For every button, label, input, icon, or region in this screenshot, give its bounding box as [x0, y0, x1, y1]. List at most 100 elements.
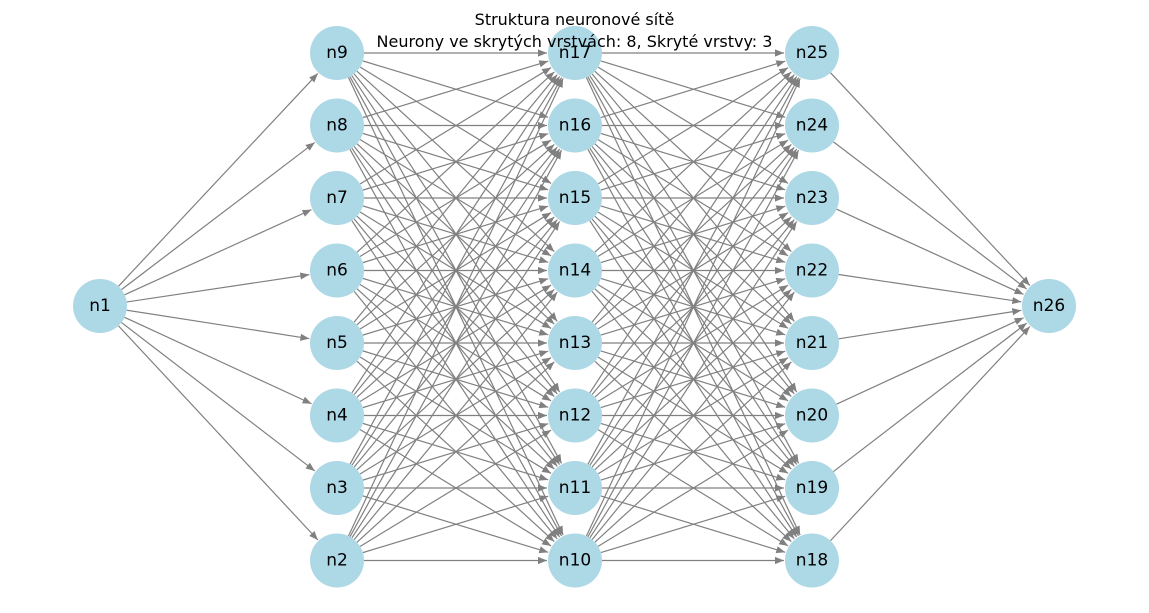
- node-n11: n11: [548, 461, 602, 515]
- node-circle: [548, 461, 602, 515]
- node-n25: n25: [785, 26, 839, 80]
- edge-n21-n26: [838, 308, 1022, 340]
- edge-n12-n25: [589, 76, 798, 394]
- node-circle: [785, 316, 839, 370]
- node-circle: [548, 533, 602, 588]
- node-n13: n13: [548, 316, 602, 370]
- node-circle: [785, 26, 839, 80]
- node-n6: n6: [310, 243, 364, 298]
- node-label: n13: [559, 333, 591, 353]
- node-label: n3: [326, 478, 348, 498]
- node-circle: [310, 461, 364, 515]
- edge-n10-n25: [585, 78, 801, 537]
- edge-n6-n17: [356, 71, 555, 253]
- edge-n24-n26: [833, 141, 1028, 290]
- node-circle: [785, 243, 839, 298]
- node-label: n4: [326, 406, 348, 426]
- node-label: n2: [326, 551, 348, 571]
- edge-n13-n25: [591, 74, 795, 323]
- nodes-group: n1 n9 n8 n7 n6 n5 n4 n3 n2 n17 n16 n15 n14 n13 n12 n11 n…: [73, 26, 1076, 588]
- node-circle: [548, 243, 602, 298]
- node-n23: n23: [785, 171, 839, 225]
- node-circle: [785, 461, 839, 515]
- node-circle: [548, 388, 602, 443]
- node-n18: n18: [785, 533, 839, 588]
- edge-n2-n15: [351, 221, 561, 539]
- edge-n1-n3: [121, 321, 316, 472]
- node-n20: n20: [785, 388, 839, 443]
- node-n24: n24: [785, 98, 839, 153]
- edge-n14-n25: [594, 71, 792, 253]
- node-label: n10: [559, 551, 591, 571]
- edge-n1-n8: [121, 141, 316, 291]
- node-n12: n12: [548, 388, 602, 443]
- node-n9: n9: [310, 26, 364, 80]
- node-label: n5: [326, 333, 348, 353]
- edge-n23-n26: [836, 208, 1024, 295]
- node-label: n17: [559, 43, 591, 63]
- node-circle: [785, 388, 839, 443]
- node-n5: n5: [310, 316, 364, 370]
- node-label: n20: [796, 406, 828, 426]
- edge-n2-n16: [349, 149, 563, 538]
- node-label: n16: [559, 116, 591, 136]
- node-label: n6: [326, 261, 348, 281]
- edge-n8-n17: [362, 60, 549, 119]
- edge-n25-n26: [830, 72, 1031, 286]
- node-label: n21: [796, 333, 828, 353]
- edge-n10-n20: [597, 429, 789, 547]
- edge-n18-n26: [829, 326, 1031, 542]
- node-circle: [310, 388, 364, 443]
- edges-group: [117, 49, 1031, 565]
- edge-n2-n12: [359, 429, 552, 547]
- edge-n1-n2: [117, 325, 319, 541]
- edge-n19-n26: [833, 322, 1028, 473]
- node-circle: [548, 316, 602, 370]
- edge-n16-n25: [600, 60, 786, 119]
- node-label: n18: [796, 551, 828, 571]
- node-label: n24: [796, 116, 828, 136]
- node-circle: [548, 171, 602, 225]
- node-label: n11: [559, 478, 591, 498]
- edge-n2-n17: [347, 78, 564, 537]
- node-n8: n8: [310, 98, 364, 153]
- node-circle: [785, 171, 839, 225]
- edge-n10-n24: [587, 149, 800, 538]
- edge-n1-n6: [126, 272, 310, 303]
- node-label: n15: [559, 188, 591, 208]
- node-n22: n22: [785, 243, 839, 298]
- edge-n2-n14: [353, 291, 558, 541]
- node-n3: n3: [310, 461, 364, 515]
- node-n2: n2: [310, 533, 364, 588]
- node-n14: n14: [548, 243, 602, 298]
- node-label: n8: [326, 116, 348, 136]
- node-n10: n10: [548, 533, 602, 588]
- node-circle: [310, 533, 364, 588]
- node-label: n7: [326, 188, 348, 208]
- edge-n10-n21: [594, 361, 792, 543]
- node-n19: n19: [785, 461, 839, 515]
- edge-n2-n13: [356, 361, 555, 543]
- node-circle: [73, 279, 127, 333]
- node-label: n9: [326, 43, 348, 63]
- node-circle: [548, 26, 602, 80]
- edge-n10-n23: [589, 221, 798, 539]
- node-circle: [785, 533, 839, 588]
- edge-n11-n25: [587, 77, 800, 465]
- node-circle: [310, 171, 364, 225]
- node-circle: [310, 26, 364, 80]
- node-n7: n7: [310, 171, 364, 225]
- node-n16: n16: [548, 98, 602, 153]
- edge-n1-n7: [124, 209, 312, 296]
- node-n17: n17: [548, 26, 602, 80]
- node-label: n12: [559, 406, 591, 426]
- node-n26: n26: [1022, 279, 1076, 333]
- edge-n15-n25: [597, 67, 789, 185]
- edge-n4-n17: [351, 76, 561, 394]
- node-label: n1: [89, 296, 111, 316]
- node-n15: n15: [548, 171, 602, 225]
- edge-n1-n9: [118, 73, 319, 287]
- node-circle: [310, 243, 364, 298]
- node-n1: n1: [73, 279, 127, 333]
